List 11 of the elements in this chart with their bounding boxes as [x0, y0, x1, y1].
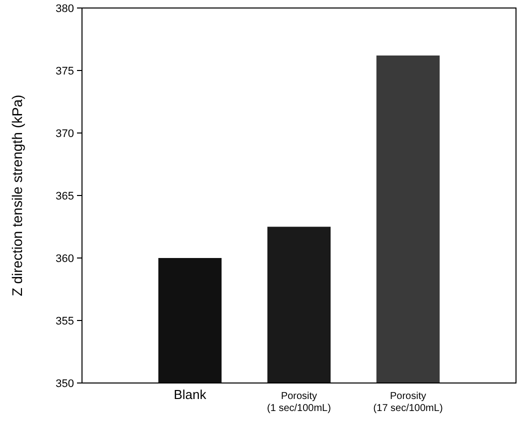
x-tick-label: Porosity (1 sec/100mL): [267, 391, 331, 414]
x-tick-label: Blank: [174, 387, 207, 402]
y-tick-label: 380: [56, 2, 74, 15]
y-tick-label: 365: [56, 190, 74, 202]
y-axis-title: Z direction tensile strength (kPa): [9, 94, 25, 296]
x-tick-label: Porosity (17 sec/100mL): [373, 391, 443, 414]
y-tick-label: 360: [56, 252, 74, 265]
y-tick-label: 370: [56, 128, 74, 140]
y-tick-label: 350: [56, 378, 74, 390]
y-tick-label: 375: [56, 65, 74, 78]
y-tick-label: 355: [56, 315, 74, 328]
